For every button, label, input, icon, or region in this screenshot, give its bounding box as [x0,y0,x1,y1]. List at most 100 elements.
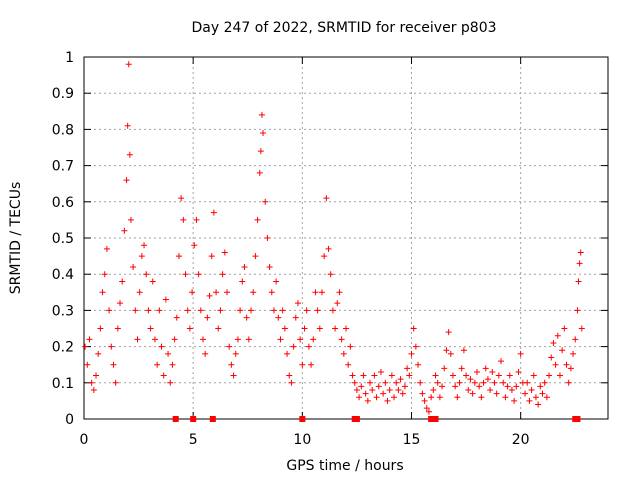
data-point [112,379,119,386]
data-point [202,350,209,357]
data-point [314,307,321,314]
data-point [428,394,435,401]
data-point [189,289,196,296]
data-point [539,390,546,397]
data-point [301,325,308,332]
baseline-marker [299,416,306,422]
data-point [515,368,522,375]
data-point [445,329,452,336]
data-point [474,368,480,375]
data-point [487,387,494,394]
data-point [193,216,200,223]
y-axis-label: SRMTID / TECUs [8,182,24,295]
data-point [175,253,182,260]
data-point [404,365,411,372]
data-point [173,314,180,321]
data-point [388,372,395,379]
data-point [343,325,349,332]
data-point [130,263,137,270]
data-point [543,394,550,401]
data-point [147,325,154,332]
data-point [256,169,263,176]
data-point [84,361,91,368]
data-point [160,372,167,379]
data-point [421,397,428,404]
y-tick-label: 0.5 [52,231,74,247]
data-point [158,343,165,350]
data-point [399,390,406,397]
baseline-marker [574,416,581,422]
data-point [297,336,304,343]
data-point [245,336,252,343]
data-point [463,372,470,379]
data-point [143,271,150,278]
data-point [561,325,568,332]
data-point [232,350,239,357]
y-tick-label: 0.6 [52,195,74,211]
data-point [336,289,343,296]
data-point [541,379,548,386]
data-point [358,383,365,390]
data-point [184,307,191,314]
data-point [273,278,280,285]
data-point [305,343,312,350]
data-point [452,383,459,390]
data-point [410,325,417,332]
data-point [401,383,408,390]
data-point [292,314,299,321]
data-point [257,148,264,155]
data-point [82,343,89,350]
data-point [349,372,356,379]
data-point [332,325,339,332]
data-point [237,307,244,314]
data-point [178,195,185,202]
data-point [565,379,572,386]
data-point [254,216,261,223]
data-point [145,307,152,314]
data-point [447,350,454,357]
data-point [103,245,110,252]
data-point [134,336,141,343]
data-point [345,361,352,368]
data-point [221,249,228,256]
data-point [180,216,187,223]
data-point [264,235,271,241]
data-point [574,307,581,314]
data-point [384,397,391,404]
data-point [578,325,585,332]
data-point [458,365,465,372]
data-point [530,372,537,379]
data-point [548,354,555,361]
data-point [215,325,222,332]
data-point [124,122,131,129]
data-point [323,195,330,202]
data-point [199,336,206,343]
data-point [412,343,419,350]
data-point [471,379,478,386]
y-tick-label: 1 [65,50,74,66]
data-point [327,271,334,278]
data-point [432,372,439,379]
data-point [171,336,178,343]
data-point [467,376,474,383]
data-point [206,292,213,299]
data-point [165,350,172,357]
data-point [101,271,108,278]
data-point [362,390,369,397]
data-point [528,387,535,394]
data-point [517,350,524,357]
baseline-marker [172,416,179,422]
data-point [430,387,437,394]
data-point [329,307,336,314]
data-point [226,343,233,350]
data-point [248,307,255,314]
data-point [281,325,288,332]
data-points [82,61,585,415]
data-point [380,390,387,397]
data-point [498,358,505,365]
data-point [382,379,389,386]
data-point [460,347,467,354]
data-point [360,372,367,379]
data-point [228,361,235,368]
data-point [419,390,426,397]
